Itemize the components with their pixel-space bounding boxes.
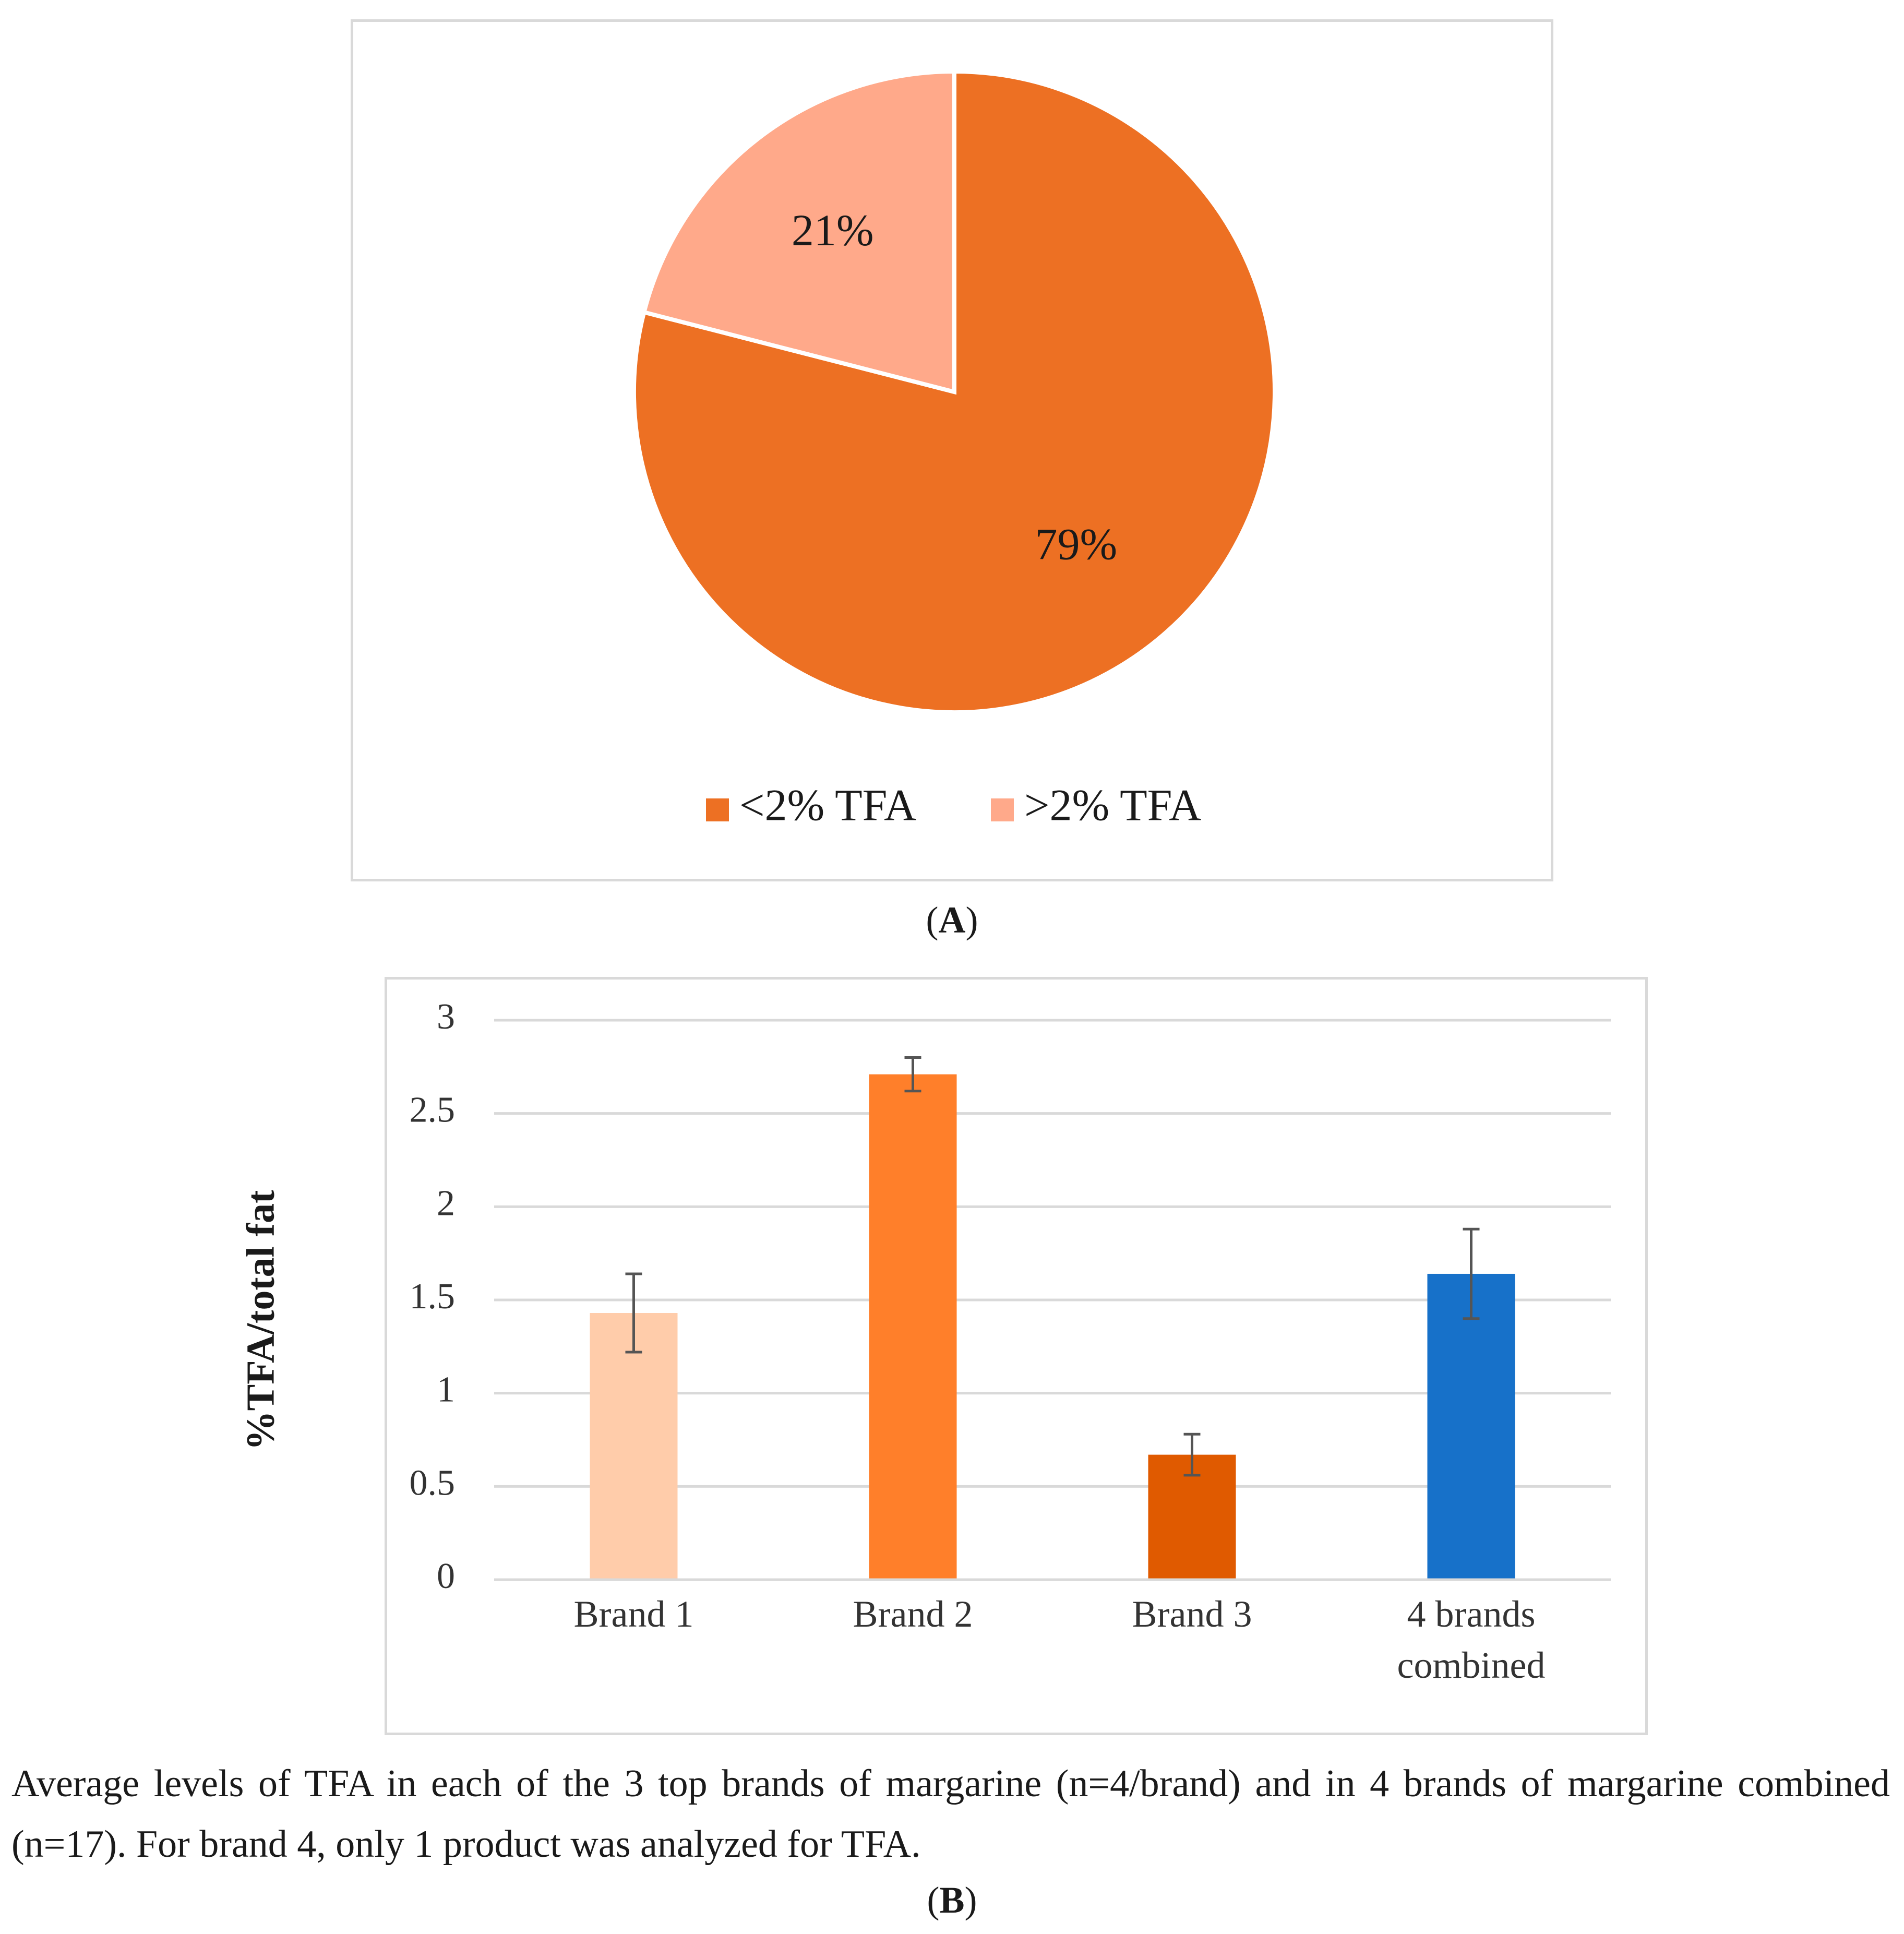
error-bar-1: [625, 1272, 642, 1354]
legend-label-2: >2% TFA: [1024, 780, 1201, 830]
y-tick-label: 0.5: [410, 1463, 456, 1503]
y-tick-label: 1.5: [410, 1276, 456, 1317]
error-bar-3: [1183, 1432, 1201, 1477]
error-bar-4: [1463, 1227, 1480, 1320]
bar-4: [1427, 1273, 1515, 1580]
y-tick-label: 2: [437, 1183, 455, 1223]
y-tick-label: 0: [437, 1556, 455, 1596]
pie-chart-panel: 79% 21% <2% TFA >2% TFA: [351, 19, 1553, 881]
panel-b-label: (B): [927, 1879, 977, 1921]
legend-label-1: <2% TFA: [739, 780, 916, 830]
x-tick-label-3: Brand 3: [1132, 1593, 1252, 1635]
pie-chart: 79% 21% <2% TFA >2% TFA: [632, 69, 1277, 830]
pie-slice-2: [641, 69, 956, 395]
error-bar-2: [904, 1056, 921, 1093]
pie-data-label-1: 79%: [1035, 519, 1118, 569]
y-tick-label: 1: [437, 1370, 455, 1410]
x-tick-label-1: Brand 1: [574, 1593, 694, 1635]
x-tick-label-2: Brand 2: [853, 1593, 973, 1635]
figure-caption: Average levels of TFA in each of the 3 t…: [11, 1762, 1890, 1866]
legend-swatch-1: [706, 798, 729, 821]
y-tick-label: 3: [437, 997, 455, 1037]
x-tick-label-4: 4 brands combined: [1397, 1593, 1546, 1686]
bar-chart-panel: 0 0.5 1 1.5 2 2.5 3 Brand 1 Brand 2 Brand 3 4 bran…: [385, 977, 1648, 1735]
y-tick-label: 2.5: [410, 1090, 456, 1130]
panel-a-label: (A): [926, 899, 978, 941]
bar-1: [590, 1313, 678, 1580]
pie-data-label-2: 21%: [792, 205, 874, 255]
bar-2: [869, 1074, 957, 1580]
y-axis-label: %TFA/total fat: [238, 1190, 283, 1451]
bar-chart: 0 0.5 1 1.5 2 2.5 3 Brand 1 Brand 2 Brand 3 4 bran…: [410, 997, 1611, 1686]
legend-swatch-2: [991, 798, 1014, 821]
